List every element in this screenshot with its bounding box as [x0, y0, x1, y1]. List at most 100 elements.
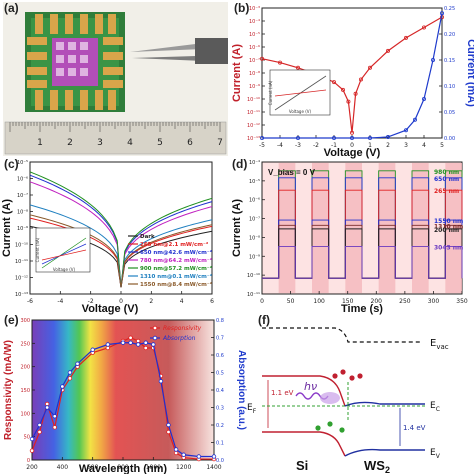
e-series-point — [173, 447, 179, 452]
y-tick-label: 10⁻⁷ — [249, 217, 260, 223]
y-tick-label: 10⁻¹⁰ — [15, 243, 28, 249]
si-valence-band — [262, 431, 346, 457]
electrons — [332, 369, 363, 381]
b-xlabel: Voltage (V) — [324, 147, 381, 159]
b-series-point — [340, 87, 345, 92]
d-series-label: 650 nm — [434, 176, 459, 183]
b-series-point — [353, 91, 358, 96]
e-series-point — [37, 422, 42, 428]
e-series-point — [181, 452, 186, 457]
b-series-point — [367, 65, 372, 70]
e-series-point — [44, 405, 50, 410]
y-tick-label-right: 0.7 — [216, 336, 224, 342]
e-series-point — [158, 379, 164, 384]
b-series-line — [262, 13, 443, 139]
e-series-point — [143, 340, 148, 345]
e-series-point — [44, 401, 50, 407]
b-series-point — [331, 135, 336, 140]
panel-c: (c) -6 -4 -2 0 2 4 6 10⁻¹³ 10⁻¹² 10⁻¹¹ 10⁻¹⁰ 10⁻⁹ 10… — [1, 157, 214, 315]
ruler-number: 2 — [67, 138, 73, 148]
d-light-on-band — [278, 163, 296, 293]
y-tick-label-right: 0.1 — [216, 441, 224, 447]
y-tick-label-right: 0.05 — [444, 110, 455, 116]
y-tick-label-right: 0.10 — [444, 84, 455, 90]
b-series-point — [430, 58, 435, 63]
e-series-point — [120, 340, 126, 345]
y-tick-label: 10⁻¹⁰ — [247, 273, 260, 279]
y-tick-label: 10⁻¹³ — [15, 292, 28, 298]
y-tick-label: 10⁻⁸ — [249, 71, 260, 77]
panel-label-b: (b) — [234, 1, 249, 15]
y-tick-label: 10⁻⁹ — [249, 84, 260, 90]
y-tick-label-right: 0.20 — [444, 32, 455, 38]
b-series-point — [439, 11, 444, 16]
d-light-on-band — [345, 163, 362, 293]
y-tick-label-right: 0.15 — [444, 58, 455, 64]
x-tick-label: 1000 — [146, 464, 161, 471]
ec-label: EC — [430, 401, 440, 413]
b-series-point — [331, 80, 336, 85]
e-series-point — [60, 384, 65, 389]
panel-label-a: (a) — [4, 1, 19, 15]
x-tick-label: 200 — [26, 464, 38, 471]
x-tick-label: 2 — [386, 142, 390, 149]
photon-glow — [320, 392, 340, 404]
x-tick-label: 200 — [371, 298, 383, 305]
y-tick-label-right: 0.3 — [216, 406, 224, 412]
panel-label-e: (e) — [4, 313, 19, 327]
y-tick-label: 0 — [27, 458, 30, 464]
x-tick-label: 250 — [399, 298, 411, 305]
y-tick-label: 10⁻⁵ — [249, 32, 260, 38]
y-tick-label-right: 0.4 — [216, 388, 224, 394]
y-tick-label: 10⁻⁹ — [17, 226, 28, 232]
y-tick-label: 150 — [20, 388, 30, 394]
e-series-point — [52, 414, 57, 419]
ev-label: EV — [430, 448, 441, 460]
d-light-on-band — [378, 163, 396, 293]
d-xlabel: Time (s) — [341, 303, 383, 315]
y-tick-label-right: 0.00 — [444, 136, 455, 142]
e-series-point — [67, 376, 73, 381]
y-tick-label: 10⁻¹¹ — [15, 259, 28, 265]
b-series-point — [259, 135, 264, 140]
e-series-point — [29, 436, 35, 442]
ef-label: EF — [247, 403, 257, 415]
y-tick-label: 10⁻³ — [249, 6, 260, 12]
x-tick-label: -4 — [277, 142, 283, 149]
y-tick-label: 200 — [20, 365, 30, 371]
x-tick-label: -3 — [295, 142, 301, 149]
holes — [315, 421, 345, 433]
ws2-label: WS2 — [364, 458, 390, 474]
e-series-point — [143, 345, 148, 351]
b-series-point — [412, 117, 417, 122]
d-series-label: 1310 nm — [434, 223, 463, 230]
b-series-point — [346, 99, 351, 104]
d-light-on-band — [412, 163, 429, 293]
x-tick-label: 600 — [87, 464, 99, 471]
inset-c-xlabel: Voltage (V) — [53, 267, 76, 272]
y-tick-label: 10⁻⁶ — [17, 177, 28, 183]
si-gap-label: 1.1 eV — [271, 389, 294, 397]
e-series-point — [135, 342, 141, 347]
x-tick-label: -6 — [27, 298, 33, 305]
e-series-point — [128, 340, 133, 345]
x-tick-label: 50 — [287, 298, 295, 305]
c-xlabel: Voltage (V) — [82, 303, 139, 315]
y-tick-label: 10⁻⁶ — [249, 198, 260, 204]
e-ylabel: Responsivity (mA/W) — [3, 340, 14, 440]
e-series-point — [52, 425, 57, 430]
b-ylabel: Current (A) — [231, 44, 243, 102]
panel-label-c: (c) — [4, 157, 19, 171]
inset-b-xlabel: Voltage (V) — [289, 109, 312, 114]
y-tick-label-right: 0.25 — [444, 6, 455, 12]
c-legend-label: 1310 nm@0.1 mW/cm⁻² — [140, 273, 213, 280]
x-tick-label: 0 — [119, 298, 123, 305]
x-tick-label: -5 — [259, 142, 265, 149]
c-legend-label: 265 nm@2.1 mW/cm⁻² — [140, 241, 209, 248]
y-tick-label-right: 0.8 — [216, 318, 224, 324]
inset-b-ylabel: Current (nA) — [268, 80, 273, 105]
e-series-point — [128, 335, 133, 340]
x-tick-label: 0 — [350, 142, 354, 149]
c-legend-label: 650 nm@42.6 mW/cm⁻² — [140, 249, 213, 256]
